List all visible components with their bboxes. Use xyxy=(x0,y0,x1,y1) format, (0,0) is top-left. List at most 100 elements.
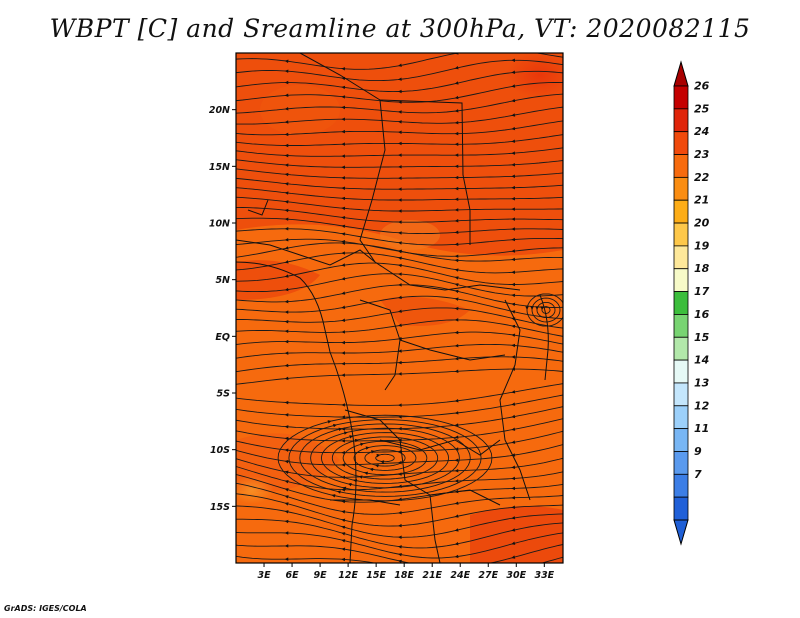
streamline-arrow xyxy=(511,293,516,298)
streamline-arrow xyxy=(398,209,402,213)
streamline xyxy=(236,134,563,146)
streamline xyxy=(310,427,460,489)
streamline xyxy=(364,449,406,467)
lon-label: 18E xyxy=(394,570,414,581)
streamline-arrow xyxy=(511,196,515,201)
streamline-arrow xyxy=(398,130,402,134)
longitude-axis: 3E 6E 9E 12E 15E 18E 21E 24E 27E 30E 33E xyxy=(257,563,555,581)
lon-label: 9E xyxy=(314,570,328,581)
streamline xyxy=(236,307,563,329)
streamline-arrow xyxy=(454,447,459,451)
colorbar-label: 12 xyxy=(694,399,710,412)
streamline-arrow xyxy=(511,257,516,262)
streamline-arrow xyxy=(347,482,352,487)
streamline-arrow xyxy=(284,351,289,355)
streamline-arrow xyxy=(511,333,516,337)
streamline-arrow xyxy=(540,306,544,310)
colorbar-label: 7 xyxy=(694,468,702,481)
streamline-arrow xyxy=(364,471,368,475)
colorbar-label: 25 xyxy=(694,102,710,115)
streamline-arrow xyxy=(341,117,345,121)
streamline-arrow xyxy=(284,299,289,304)
streamline xyxy=(236,59,563,82)
streamline-arrow xyxy=(284,172,289,177)
streamline-arrow xyxy=(454,276,459,280)
streamline xyxy=(236,284,563,308)
streamline-arrow xyxy=(284,132,289,137)
streamline-arrow xyxy=(284,310,289,314)
streamline-arrow xyxy=(511,440,516,444)
streamline-arrow xyxy=(341,450,345,455)
streamline xyxy=(236,394,563,418)
streamline-arrow xyxy=(398,449,402,454)
streamline-arrow xyxy=(284,544,289,548)
streamline xyxy=(236,505,563,538)
streamline-arrow xyxy=(284,227,289,231)
streamline-arrow xyxy=(511,476,516,481)
streamline xyxy=(236,147,563,157)
streamline-arrow xyxy=(530,306,534,310)
streamline xyxy=(236,383,563,406)
lat-label: 10N xyxy=(209,219,230,230)
streamline xyxy=(236,159,563,168)
streamline-arrow xyxy=(454,81,459,85)
streamline-arrow xyxy=(454,423,459,427)
streamline-arrow xyxy=(284,470,289,474)
streamline-arrow xyxy=(398,89,402,94)
streamline-arrow xyxy=(511,139,516,143)
streamline-arrow xyxy=(525,306,529,310)
streamline-arrow xyxy=(284,107,289,111)
streamline xyxy=(236,177,563,190)
streamline-arrow xyxy=(284,319,289,324)
streamline-arrow xyxy=(333,423,337,428)
streamline-arrow xyxy=(511,541,516,545)
streamline-arrow xyxy=(336,490,341,494)
streamline-arrow xyxy=(398,545,402,549)
lat-label: 20N xyxy=(209,105,230,116)
streamline xyxy=(236,168,563,179)
streamline-arrow xyxy=(341,518,346,523)
streamline-arrow xyxy=(341,330,346,334)
streamline-arrow xyxy=(284,182,289,186)
colorbar-swatch xyxy=(673,428,689,452)
streamline-arrow xyxy=(341,165,345,170)
streamline-arrow xyxy=(284,69,289,73)
streamline-arrow xyxy=(455,566,459,569)
streamline xyxy=(236,262,563,285)
streamline-arrow xyxy=(454,230,459,235)
colorbar-label: 22 xyxy=(694,171,710,184)
colorbar-label: 21 xyxy=(694,194,709,207)
streamline-arrow xyxy=(398,263,402,268)
streamline-arrow xyxy=(284,376,289,381)
streamline-arrow xyxy=(371,450,375,454)
streamline-arrow xyxy=(398,241,402,245)
streamline xyxy=(236,319,563,337)
colorbar-swatch xyxy=(673,405,689,430)
streamline-arrow xyxy=(341,276,346,281)
streamline-arrow xyxy=(341,154,345,158)
colorbar-swatch xyxy=(673,268,689,292)
map-frame xyxy=(235,52,564,564)
streamline-arrow xyxy=(511,162,516,167)
streamline xyxy=(236,252,563,274)
streamline-arrow xyxy=(341,67,346,71)
streamlines xyxy=(236,53,563,569)
streamline xyxy=(236,228,563,246)
streamline-arrow xyxy=(398,77,402,81)
streamline-arrow xyxy=(511,84,516,88)
streamline-arrow xyxy=(454,164,459,169)
streamline-arrow xyxy=(398,360,402,365)
streamline-arrow xyxy=(398,535,402,539)
streamline-arrow xyxy=(454,197,459,202)
colorbar-swatch xyxy=(673,291,689,315)
colorbar-label: 13 xyxy=(694,376,710,389)
colorbar-swatch xyxy=(673,85,689,110)
streamline-arrow xyxy=(284,208,289,213)
streamline-arrow xyxy=(398,283,402,287)
colorbar-swatch xyxy=(673,222,689,247)
streamline-arrow xyxy=(398,559,402,563)
streamline-arrow xyxy=(398,187,402,191)
colorbar-swatch xyxy=(673,496,689,521)
streamline xyxy=(236,217,563,235)
